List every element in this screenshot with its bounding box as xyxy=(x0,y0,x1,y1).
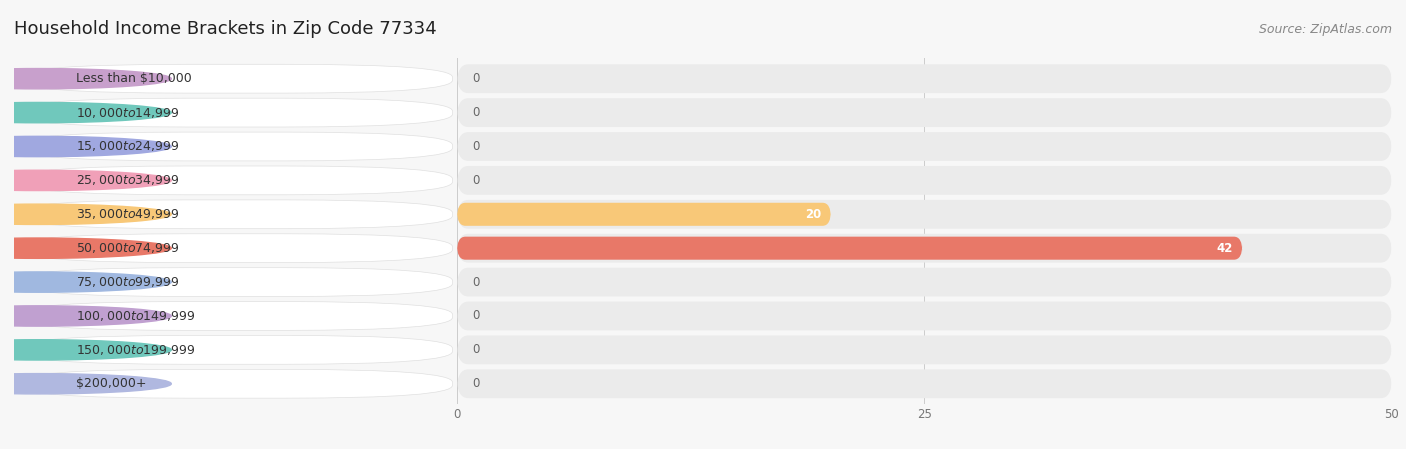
FancyBboxPatch shape xyxy=(457,302,1392,330)
FancyBboxPatch shape xyxy=(18,268,453,296)
Circle shape xyxy=(0,340,172,360)
Text: $150,000 to $199,999: $150,000 to $199,999 xyxy=(76,343,195,357)
FancyBboxPatch shape xyxy=(457,98,1392,127)
FancyBboxPatch shape xyxy=(457,132,1392,161)
Text: $200,000+: $200,000+ xyxy=(76,377,146,390)
Text: 0: 0 xyxy=(472,377,479,390)
Text: $75,000 to $99,999: $75,000 to $99,999 xyxy=(76,275,180,289)
Text: $50,000 to $74,999: $50,000 to $74,999 xyxy=(76,241,180,255)
FancyBboxPatch shape xyxy=(457,166,1392,195)
Circle shape xyxy=(0,69,172,89)
Circle shape xyxy=(0,306,172,326)
Text: 20: 20 xyxy=(806,208,821,221)
FancyBboxPatch shape xyxy=(457,370,1392,398)
FancyBboxPatch shape xyxy=(457,64,1392,93)
FancyBboxPatch shape xyxy=(457,234,1392,263)
Text: $35,000 to $49,999: $35,000 to $49,999 xyxy=(76,207,180,221)
Text: 0: 0 xyxy=(472,174,479,187)
Circle shape xyxy=(0,238,172,258)
Text: $100,000 to $149,999: $100,000 to $149,999 xyxy=(76,309,195,323)
Text: 0: 0 xyxy=(472,72,479,85)
FancyBboxPatch shape xyxy=(457,268,1392,296)
FancyBboxPatch shape xyxy=(18,370,453,398)
FancyBboxPatch shape xyxy=(18,132,453,161)
FancyBboxPatch shape xyxy=(18,166,453,195)
Circle shape xyxy=(0,272,172,292)
FancyBboxPatch shape xyxy=(457,335,1392,364)
Text: 0: 0 xyxy=(472,140,479,153)
Circle shape xyxy=(0,170,172,190)
Text: 0: 0 xyxy=(472,343,479,357)
FancyBboxPatch shape xyxy=(18,335,453,364)
FancyBboxPatch shape xyxy=(457,200,1392,229)
Text: $25,000 to $34,999: $25,000 to $34,999 xyxy=(76,173,180,187)
Text: Household Income Brackets in Zip Code 77334: Household Income Brackets in Zip Code 77… xyxy=(14,20,437,38)
FancyBboxPatch shape xyxy=(18,234,453,263)
Circle shape xyxy=(0,374,172,394)
FancyBboxPatch shape xyxy=(18,302,453,330)
Text: 0: 0 xyxy=(472,276,479,289)
FancyBboxPatch shape xyxy=(18,98,453,127)
Text: 42: 42 xyxy=(1216,242,1233,255)
Circle shape xyxy=(0,136,172,157)
Circle shape xyxy=(0,102,172,123)
Text: $15,000 to $24,999: $15,000 to $24,999 xyxy=(76,140,180,154)
Circle shape xyxy=(0,204,172,224)
Text: 0: 0 xyxy=(472,309,479,322)
Text: 0: 0 xyxy=(472,106,479,119)
FancyBboxPatch shape xyxy=(18,200,453,229)
Text: $10,000 to $14,999: $10,000 to $14,999 xyxy=(76,106,180,119)
FancyBboxPatch shape xyxy=(457,237,1243,260)
FancyBboxPatch shape xyxy=(457,203,831,226)
Text: Less than $10,000: Less than $10,000 xyxy=(76,72,191,85)
Text: Source: ZipAtlas.com: Source: ZipAtlas.com xyxy=(1258,23,1392,35)
FancyBboxPatch shape xyxy=(18,64,453,93)
